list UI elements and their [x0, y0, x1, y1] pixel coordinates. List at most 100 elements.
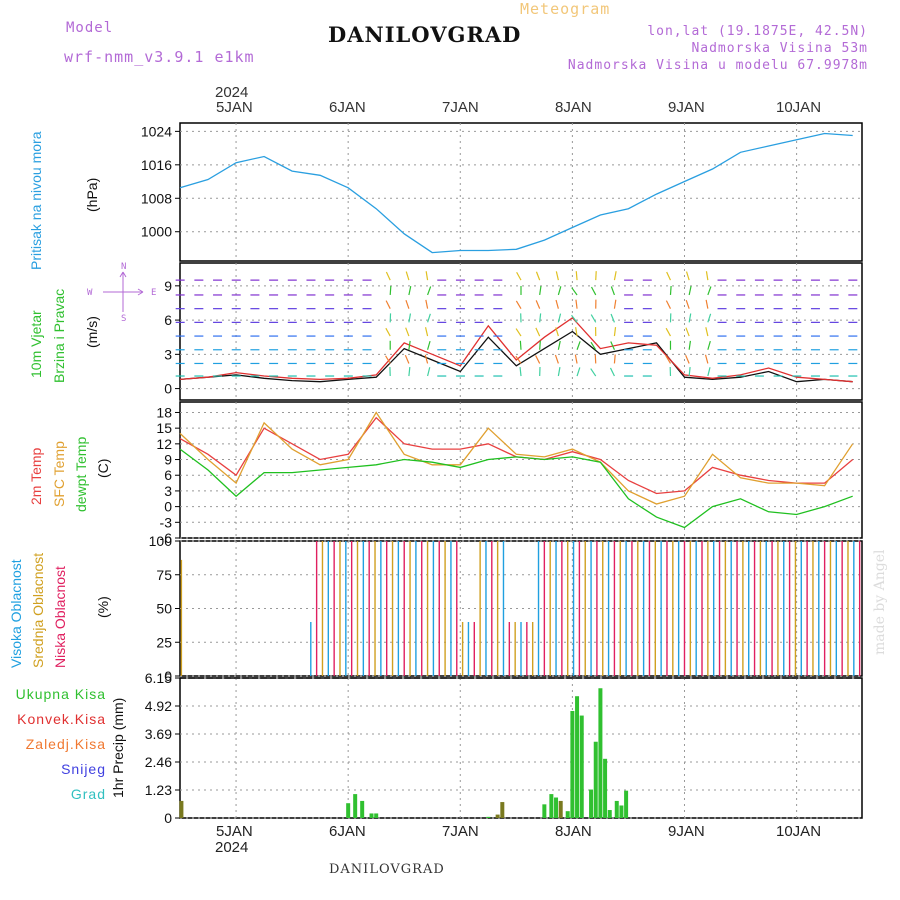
wind-arrow [405, 327, 410, 337]
wind-panel-frame [179, 262, 863, 401]
precip-bar [554, 797, 559, 818]
temperature-series-line [179, 416, 854, 495]
legend-frozen-precip: Zaledj.Kisa [25, 736, 106, 752]
wind-arrow [408, 313, 412, 323]
legend-snow: Snijeg [61, 761, 106, 777]
wind-arrow [575, 299, 578, 309]
wind-arrow [555, 299, 559, 309]
bottom-day-10jan: 10JAN [776, 823, 822, 840]
wind-arrow [665, 300, 672, 309]
wind-arrow [610, 286, 615, 296]
wind-arrow [613, 354, 616, 364]
wind-arrow [557, 340, 561, 350]
precip-panel-frame [179, 677, 863, 819]
wind-arrow [688, 286, 692, 296]
wind-arrow [685, 354, 690, 364]
clouds-tick-label: 0 [164, 668, 172, 684]
wind-arrow [613, 271, 617, 281]
pressure-series-line [179, 132, 853, 254]
wind-arrow [704, 354, 709, 364]
wind-arrow [590, 314, 597, 323]
wind-arrow [515, 300, 522, 309]
wind-arrow [408, 286, 412, 296]
precip-bar [179, 800, 184, 818]
model-elevation-text: Nadmorska Visina u modelu 67.9978m [567, 58, 868, 73]
clouds-tick-label: 100 [149, 533, 173, 549]
wind-arrow [554, 354, 559, 364]
wind-arrow [666, 271, 672, 281]
wind-arrow [515, 328, 522, 337]
precip-bar [500, 802, 505, 818]
wind-arrow [516, 271, 522, 281]
wind-arrow [424, 354, 429, 364]
top-day-5jan: 5JAN [216, 99, 253, 116]
top-day-6jan: 6JAN [329, 99, 366, 116]
precip-bar [589, 789, 594, 818]
precip-bar [598, 688, 603, 818]
wind-arrow [688, 340, 692, 350]
elevation-text: Nadmorska Visina 53m [691, 41, 868, 56]
wind-arrow [427, 286, 432, 296]
top-day-8jan: 8JAN [555, 99, 592, 116]
precip-bar [353, 794, 358, 818]
precip-bar [579, 715, 584, 818]
temperature-tick-label: -3 [160, 514, 173, 530]
wind-arrow [705, 327, 709, 337]
wind-arrow [707, 340, 711, 350]
wind-arrow [405, 299, 410, 309]
wind-arrow [610, 341, 615, 351]
pressure-tick-label: 1016 [141, 157, 172, 173]
wind-series-line [179, 316, 853, 383]
temperature-panel-frame [179, 401, 863, 539]
bottom-year-label: 2024 [215, 839, 249, 856]
precip-bar [549, 794, 554, 818]
wind-compass: N S W E [87, 262, 156, 327]
wind-arrow [707, 367, 711, 377]
top-day-7jan: 7JAN [442, 99, 479, 116]
pressure-tick-label: 1008 [141, 190, 172, 206]
wind-arrow [575, 327, 578, 337]
wind-arrow [408, 340, 411, 350]
legend-conv-precip: Konvek.Kisa [17, 711, 106, 727]
temperature-tick-label: -6 [160, 530, 173, 546]
wind-arrow [665, 355, 671, 364]
wind-tick-label: 6 [164, 312, 172, 328]
precip-tick-label: 3.69 [145, 726, 172, 742]
wind-arrow [425, 271, 429, 281]
temperature-tick-label: 12 [156, 436, 172, 452]
wind-arrow [688, 367, 691, 377]
precip-tick-label: 0 [164, 810, 172, 826]
precip-bar [624, 790, 629, 818]
lonlat-text: lon,lat (19.1875E, 42.5N) [647, 24, 868, 39]
temperature-tick-label: 9 [164, 452, 172, 468]
wind-tick-label: 0 [164, 381, 172, 397]
wind-arrow [557, 313, 562, 323]
wind-arrow [427, 313, 431, 323]
model-name: wrf-nmm_v3.9.1 e1km [64, 48, 255, 66]
bottom-day-8jan: 8JAN [555, 823, 592, 840]
wind-arrow [535, 355, 541, 364]
wind-arrow [610, 313, 615, 323]
precip-bar [570, 711, 575, 818]
wind-arrow [539, 285, 542, 296]
footer-station: DANILOVGRAD [329, 862, 445, 877]
clouds-tick-label: 25 [156, 634, 172, 650]
wind-arrow [426, 340, 431, 350]
compass-arrows [103, 271, 144, 312]
wind-series-line [179, 330, 853, 383]
precip-bar [346, 803, 351, 818]
bottom-day-7jan: 7JAN [442, 823, 479, 840]
precip-bar [607, 810, 612, 818]
wind-arrow [539, 340, 541, 350]
wind-arrow [705, 299, 709, 309]
precip-bar [374, 813, 379, 818]
wind-arrow [571, 314, 578, 323]
clouds-tick-label: 50 [156, 601, 172, 617]
wind-arrow [576, 341, 581, 350]
wind-arrow [385, 327, 391, 337]
wind-arrow [405, 271, 410, 281]
precip-bar [486, 816, 491, 818]
clouds-tick-label: 75 [156, 567, 172, 583]
wind-arrow [519, 367, 522, 377]
wind-arrow [519, 340, 522, 350]
